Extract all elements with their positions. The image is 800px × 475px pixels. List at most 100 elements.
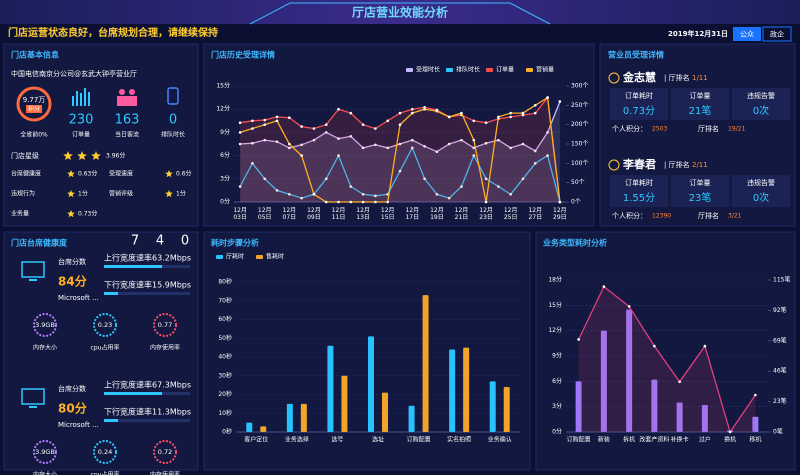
score: 9.77万: [23, 96, 46, 104]
x-tick-label: 改套产资料: [639, 436, 669, 444]
point: [361, 123, 365, 126]
y-tick-label: 20秒: [218, 390, 232, 398]
down-value: 11.3Mbps: [152, 408, 191, 417]
metric-icon: [67, 210, 75, 218]
point: [288, 146, 291, 150]
score-badge: [26, 105, 42, 113]
store-name: 中国电信南京分公司@玄武大钟亭营业厅: [11, 69, 137, 78]
x-tick-part: 12月: [430, 207, 444, 214]
point: [577, 338, 580, 341]
point: [374, 200, 377, 204]
gauge: [33, 313, 57, 337]
panel: [3, 231, 199, 471]
tab[interactable]: [733, 27, 761, 41]
metric-box: [732, 175, 790, 207]
x-tick-label: 新装: [598, 436, 610, 444]
gauge: [153, 313, 177, 337]
rank-label: | 厅排名: [664, 73, 690, 82]
point: [398, 123, 402, 126]
y-tick-label: 18分: [548, 276, 562, 284]
point: [288, 116, 291, 120]
bar-track: [104, 292, 190, 295]
point: [337, 154, 340, 157]
score-unit: 积分: [28, 105, 40, 113]
x-tick-label: 12月 11日: [332, 207, 346, 221]
x-tick-part: 27日: [528, 214, 542, 221]
point: [472, 154, 476, 157]
point: [337, 137, 340, 140]
y2-tick-label: 200个: [571, 121, 588, 128]
point: [546, 131, 549, 134]
point: [423, 145, 426, 148]
metric-label: 业务量: [11, 210, 29, 218]
tab-label[interactable]: 公众: [740, 31, 754, 39]
y-tick-label: 15分: [216, 82, 230, 90]
x-tick-label: 实名拍照: [447, 436, 471, 444]
x-tick-part: 17日: [405, 214, 419, 221]
x-tick-part: 12月: [233, 207, 247, 214]
point: [238, 131, 242, 134]
point: [754, 393, 757, 397]
metric-label: 订单耗时: [625, 178, 653, 187]
device: Microsoft ...: [58, 421, 99, 429]
point: [509, 115, 512, 119]
y2-tick-label: 100个: [571, 160, 588, 167]
x-tick-part: 23日: [479, 214, 493, 221]
x-tick-label: 12月 03日: [233, 207, 247, 221]
bar: [752, 416, 759, 432]
point: [497, 185, 500, 188]
rank2: 3/21: [728, 213, 742, 220]
gauge-label: cpu占用率: [91, 344, 120, 352]
point: [447, 142, 451, 146]
legend-swatch: [526, 68, 533, 72]
panel: [3, 43, 199, 227]
point: [251, 141, 254, 145]
gauge-label: 内存使用率: [150, 344, 180, 352]
stat-label: 排队时长: [161, 131, 185, 139]
point: [324, 200, 328, 204]
badge: [608, 159, 620, 171]
metric-label: 违规行为: [11, 190, 35, 198]
x-tick-part: 07日: [283, 214, 297, 221]
y-tick-label: 40秒: [218, 353, 232, 361]
down-label: 下行宽度速率: [104, 407, 152, 417]
y2-tick-label: 300个: [571, 83, 588, 90]
up-value: 67.3Mbps: [152, 381, 191, 390]
point: [410, 146, 414, 150]
tab-label[interactable]: 政企: [770, 30, 784, 39]
legend-swatch: [446, 68, 453, 72]
point: [263, 123, 267, 126]
metric-label: 订单耗时: [625, 91, 653, 100]
bar: [327, 345, 334, 432]
rank: 1/11: [692, 74, 708, 82]
metric-label: 订单量: [690, 178, 711, 187]
point: [423, 107, 426, 111]
point: [300, 196, 303, 200]
y-tick-label: 9分: [552, 352, 562, 360]
point: [472, 146, 476, 150]
gauge: [93, 313, 117, 337]
up-value: 63.2Mbps: [152, 254, 191, 263]
point: [349, 111, 353, 115]
metric-value: 1分: [176, 190, 186, 198]
legend-swatch: [486, 68, 493, 72]
x-tick-part: 12月: [332, 207, 346, 214]
y2-tick-label: 0个: [571, 199, 581, 206]
point: [484, 200, 488, 204]
point: [263, 177, 267, 181]
x-tick-part: 05日: [258, 214, 272, 221]
x-tick-part: 09日: [307, 214, 321, 221]
icon-orders: [72, 88, 90, 106]
point: [386, 119, 390, 123]
header-frame: [249, 2, 551, 25]
metric-box: [671, 88, 729, 120]
point: [521, 177, 525, 181]
tab[interactable]: [762, 26, 792, 42]
y2-tick-label: 250个: [571, 102, 588, 109]
point: [497, 115, 500, 119]
x-tick-label: 12月 19日: [430, 207, 444, 221]
monitor-icon: [21, 261, 45, 278]
x-tick-label: 业务确认: [488, 436, 512, 444]
legend-swatch: [406, 68, 413, 72]
point: [484, 177, 488, 181]
